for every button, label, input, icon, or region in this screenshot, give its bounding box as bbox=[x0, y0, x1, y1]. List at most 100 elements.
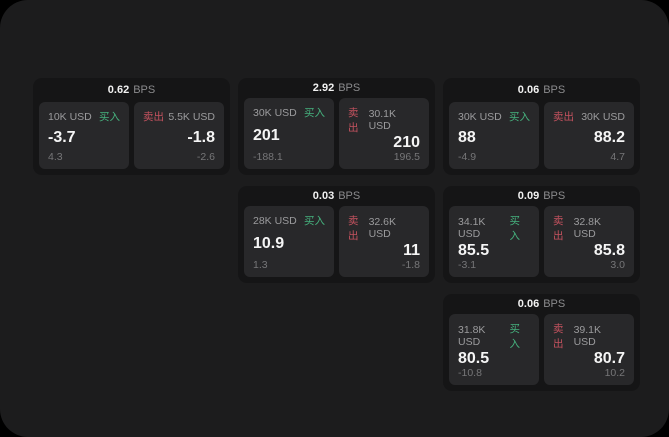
sell-label: 卖出 bbox=[143, 111, 164, 123]
sell-price: -1.8 bbox=[187, 128, 215, 146]
bps-value: 0.06 bbox=[517, 298, 540, 310]
buy-size: 30K USD bbox=[253, 106, 297, 119]
sell-tile[interactable]: 卖出 30.1K USD 210 196.5 bbox=[339, 98, 429, 169]
sell-tile[interactable]: 卖出 30K USD 88.2 4.7 bbox=[544, 102, 634, 169]
bps-header: 0.06 BPS bbox=[443, 294, 640, 314]
tile-row: 34.1K USD 买入 85.5 -3.1 卖出 32.8K USD 85.8… bbox=[443, 206, 640, 283]
buy-tile[interactable]: 31.8K USD 买入 80.5 -10.8 bbox=[449, 314, 539, 385]
buy-tile[interactable]: 30K USD 买入 88 -4.9 bbox=[449, 102, 539, 169]
buy-tile-top: 10K USD 买入 bbox=[48, 109, 120, 124]
buy-tile-top: 28K USD 买入 bbox=[253, 213, 325, 228]
buy-tile[interactable]: 10K USD 买入 -3.7 4.3 bbox=[39, 102, 129, 169]
quote-card: 2.92 BPS 30K USD 买入 201 -188.1 卖出 30.1K … bbox=[238, 78, 435, 175]
sell-tile[interactable]: 卖出 32.6K USD 11 -1.8 bbox=[339, 206, 429, 277]
bps-unit: BPS bbox=[338, 82, 361, 94]
sell-tile-top: 卖出 32.8K USD bbox=[553, 213, 625, 243]
sell-sub-value: 10.2 bbox=[604, 367, 625, 379]
buy-size: 31.8K USD bbox=[458, 324, 486, 348]
sell-price: 210 bbox=[393, 134, 420, 151]
buy-label: 买入 bbox=[509, 215, 520, 242]
bps-header: 2.92 BPS bbox=[238, 78, 435, 98]
sell-tile-top: 卖出 30.1K USD bbox=[348, 105, 420, 135]
buy-tile-top: 31.8K USD 买入 bbox=[458, 321, 530, 351]
sell-label: 卖出 bbox=[553, 215, 564, 242]
sell-tile-top: 卖出 39.1K USD bbox=[553, 321, 625, 351]
buy-size: 34.1K USD bbox=[458, 216, 486, 240]
buy-size: 30K USD bbox=[458, 110, 502, 123]
buy-tile-top: 30K USD 买入 bbox=[253, 105, 325, 120]
bps-unit: BPS bbox=[543, 190, 566, 202]
bps-unit: BPS bbox=[338, 190, 361, 202]
sell-label: 卖出 bbox=[348, 107, 359, 134]
buy-sub-value: -188.1 bbox=[253, 151, 283, 163]
buy-price: 10.9 bbox=[253, 234, 285, 252]
sell-tile-top: 卖出 5.5K USD bbox=[143, 109, 215, 124]
buy-price: -3.7 bbox=[48, 128, 76, 146]
buy-price: 88 bbox=[458, 128, 476, 146]
bps-value: 0.06 bbox=[517, 84, 540, 96]
buy-sub-value: -10.8 bbox=[458, 367, 482, 379]
bps-header: 0.62 BPS bbox=[33, 78, 230, 102]
sell-tile-top: 卖出 30K USD bbox=[553, 109, 625, 124]
tile-row: 10K USD 买入 -3.7 4.3 卖出 5.5K USD -1.8 -2.… bbox=[33, 102, 230, 175]
bps-header: 0.09 BPS bbox=[443, 186, 640, 206]
buy-tile[interactable]: 34.1K USD 买入 85.5 -3.1 bbox=[449, 206, 539, 277]
sell-sub-value: -1.8 bbox=[401, 259, 420, 271]
buy-price: 201 bbox=[253, 126, 280, 144]
quote-card-grid: 0.62 BPS 10K USD 买入 -3.7 4.3 卖出 5.5K USD bbox=[33, 78, 640, 391]
sell-label: 卖出 bbox=[553, 323, 564, 350]
quote-card: 0.06 BPS 31.8K USD 买入 80.5 -10.8 卖出 39.1… bbox=[443, 294, 640, 391]
buy-sub-value: -4.9 bbox=[458, 151, 477, 163]
sell-size: 32.6K USD bbox=[368, 216, 397, 240]
sell-size: 32.8K USD bbox=[573, 216, 602, 240]
buy-size: 28K USD bbox=[253, 214, 297, 227]
buy-tile[interactable]: 28K USD 买入 10.9 1.3 bbox=[244, 206, 334, 277]
sell-price: 85.8 bbox=[593, 242, 625, 259]
tile-row: 31.8K USD 买入 80.5 -10.8 卖出 39.1K USD 80.… bbox=[443, 314, 640, 391]
buy-size: 10K USD bbox=[48, 110, 92, 123]
buy-label: 买入 bbox=[99, 111, 120, 123]
sell-sub-value: 4.7 bbox=[610, 151, 625, 163]
buy-label: 买入 bbox=[304, 215, 325, 227]
bps-header: 0.06 BPS bbox=[443, 78, 640, 102]
buy-sub-value: 1.3 bbox=[253, 259, 268, 271]
buy-label: 买入 bbox=[304, 107, 325, 119]
sell-label: 卖出 bbox=[553, 111, 574, 123]
bps-value: 0.62 bbox=[107, 84, 130, 96]
sell-size: 30K USD bbox=[581, 110, 625, 123]
buy-tile[interactable]: 30K USD 买入 201 -188.1 bbox=[244, 98, 334, 169]
buy-tile-top: 34.1K USD 买入 bbox=[458, 213, 530, 243]
sell-sub-value: 196.5 bbox=[393, 151, 420, 163]
quote-card: 0.09 BPS 34.1K USD 买入 85.5 -3.1 卖出 32.8K… bbox=[443, 186, 640, 283]
sell-label: 卖出 bbox=[348, 215, 359, 242]
buy-sub-value: -3.1 bbox=[458, 259, 477, 271]
sell-tile[interactable]: 卖出 32.8K USD 85.8 3.0 bbox=[544, 206, 634, 277]
sell-size: 5.5K USD bbox=[168, 110, 215, 123]
buy-label: 买入 bbox=[509, 323, 520, 350]
quote-card: 0.62 BPS 10K USD 买入 -3.7 4.3 卖出 5.5K USD bbox=[33, 78, 230, 175]
bps-unit: BPS bbox=[543, 84, 566, 96]
tile-row: 28K USD 买入 10.9 1.3 卖出 32.6K USD 11 -1.8 bbox=[238, 206, 435, 283]
bps-value: 0.09 bbox=[517, 190, 540, 202]
buy-price: 85.5 bbox=[458, 242, 490, 259]
buy-label: 买入 bbox=[509, 111, 530, 123]
tile-row: 30K USD 买入 88 -4.9 卖出 30K USD 88.2 4.7 bbox=[443, 102, 640, 175]
buy-price: 80.5 bbox=[458, 350, 490, 367]
sell-tile[interactable]: 卖出 5.5K USD -1.8 -2.6 bbox=[134, 102, 224, 169]
sell-size: 30.1K USD bbox=[368, 108, 397, 132]
sell-tile-top: 卖出 32.6K USD bbox=[348, 213, 420, 243]
sell-size: 39.1K USD bbox=[573, 324, 602, 348]
bps-unit: BPS bbox=[133, 84, 156, 96]
tile-row: 30K USD 买入 201 -188.1 卖出 30.1K USD 210 1… bbox=[238, 98, 435, 175]
sell-sub-value: 3.0 bbox=[610, 259, 625, 271]
sell-tile[interactable]: 卖出 39.1K USD 80.7 10.2 bbox=[544, 314, 634, 385]
sell-price: 11 bbox=[403, 242, 420, 259]
bps-unit: BPS bbox=[543, 298, 566, 310]
bps-value: 2.92 bbox=[312, 82, 335, 94]
quote-card: 0.03 BPS 28K USD 买入 10.9 1.3 卖出 32.6K US… bbox=[238, 186, 435, 283]
sell-price: 88.2 bbox=[593, 128, 625, 146]
bps-header: 0.03 BPS bbox=[238, 186, 435, 206]
quote-card: 0.06 BPS 30K USD 买入 88 -4.9 卖出 30K USD bbox=[443, 78, 640, 175]
buy-sub-value: 4.3 bbox=[48, 151, 63, 163]
